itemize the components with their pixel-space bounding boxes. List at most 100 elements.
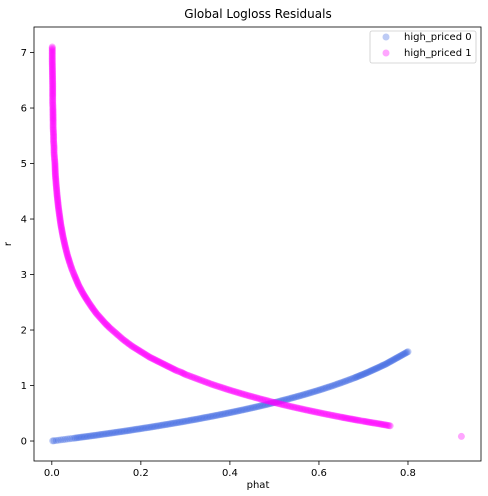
data-point [51,160,59,168]
data-point [117,334,125,342]
data-point [48,64,56,72]
data-point [49,122,57,130]
data-point [175,418,183,426]
data-point [48,63,56,71]
data-point [57,220,65,228]
data-point [49,101,57,109]
data-point [385,422,393,430]
data-point [79,289,87,297]
data-point [220,384,228,392]
data-point [358,371,366,379]
data-point [52,174,60,182]
data-point [49,78,57,86]
data-point [50,136,58,144]
data-point [89,304,97,312]
data-point [232,388,240,396]
data-point [325,411,333,419]
data-point [49,118,57,126]
data-point [140,424,148,432]
data-point [198,377,206,385]
data-point [52,184,60,192]
data-point [48,57,56,65]
data-point [241,405,249,413]
data-point [72,434,80,442]
data-point [272,399,280,407]
data-point [309,388,317,396]
y-tick-label: 1 [21,381,27,392]
data-point [373,364,381,372]
data-point [388,357,396,365]
data-point [281,401,289,409]
data-point [49,81,57,89]
data-point [151,356,159,364]
data-point [383,360,391,368]
data-point [96,313,104,321]
data-point [48,44,56,52]
data-point [119,427,127,435]
data-point [205,413,213,421]
data-point [97,314,105,322]
data-point [110,429,118,437]
data-point [50,437,58,445]
data-point [125,426,133,434]
data-point [109,327,117,335]
data-point [296,404,304,412]
data-point [247,404,255,412]
data-point [352,416,360,424]
data-point [54,436,62,444]
data-point [387,357,395,365]
data-point [174,367,182,375]
plot-area [34,27,481,461]
data-point [362,369,370,377]
data-point [88,303,96,311]
data-point [59,436,67,444]
data-point [288,394,296,402]
data-point [343,377,351,385]
data-point [263,400,271,408]
data-point [51,158,59,166]
data-point [74,280,82,288]
data-point [315,409,323,417]
data-point [386,422,394,430]
data-point [174,419,182,427]
data-point [233,388,241,396]
data-point [148,354,156,362]
data-point [181,370,189,378]
data-point [218,384,226,392]
data-point [264,397,272,405]
data-point [399,351,407,359]
data-point [275,397,283,405]
data-point [49,76,57,84]
data-point [49,77,57,85]
data-point [165,420,173,428]
data-point [198,414,206,422]
data-point [385,358,393,366]
data-point [313,408,321,416]
data-point [159,421,167,429]
data-point [270,399,278,407]
data-point [306,389,314,397]
data-point [260,396,268,404]
data-point [172,419,180,427]
legend-label-high-priced-0: high_priced 0 [404,32,472,43]
data-point [308,407,316,415]
data-point [50,141,58,149]
data-point [76,283,84,291]
data-point [146,423,154,431]
data-point [56,218,64,226]
data-point [296,392,304,400]
data-point [382,421,390,429]
data-point [68,266,76,274]
data-point [53,189,61,197]
data-point [226,409,234,417]
data-point [63,435,71,443]
data-point [135,346,143,354]
data-point [178,418,186,426]
data-point [51,163,59,171]
data-point [53,194,61,202]
data-point [357,371,365,379]
data-point [189,373,197,381]
data-point [187,416,195,424]
data-point [291,403,299,411]
data-point [93,310,101,318]
